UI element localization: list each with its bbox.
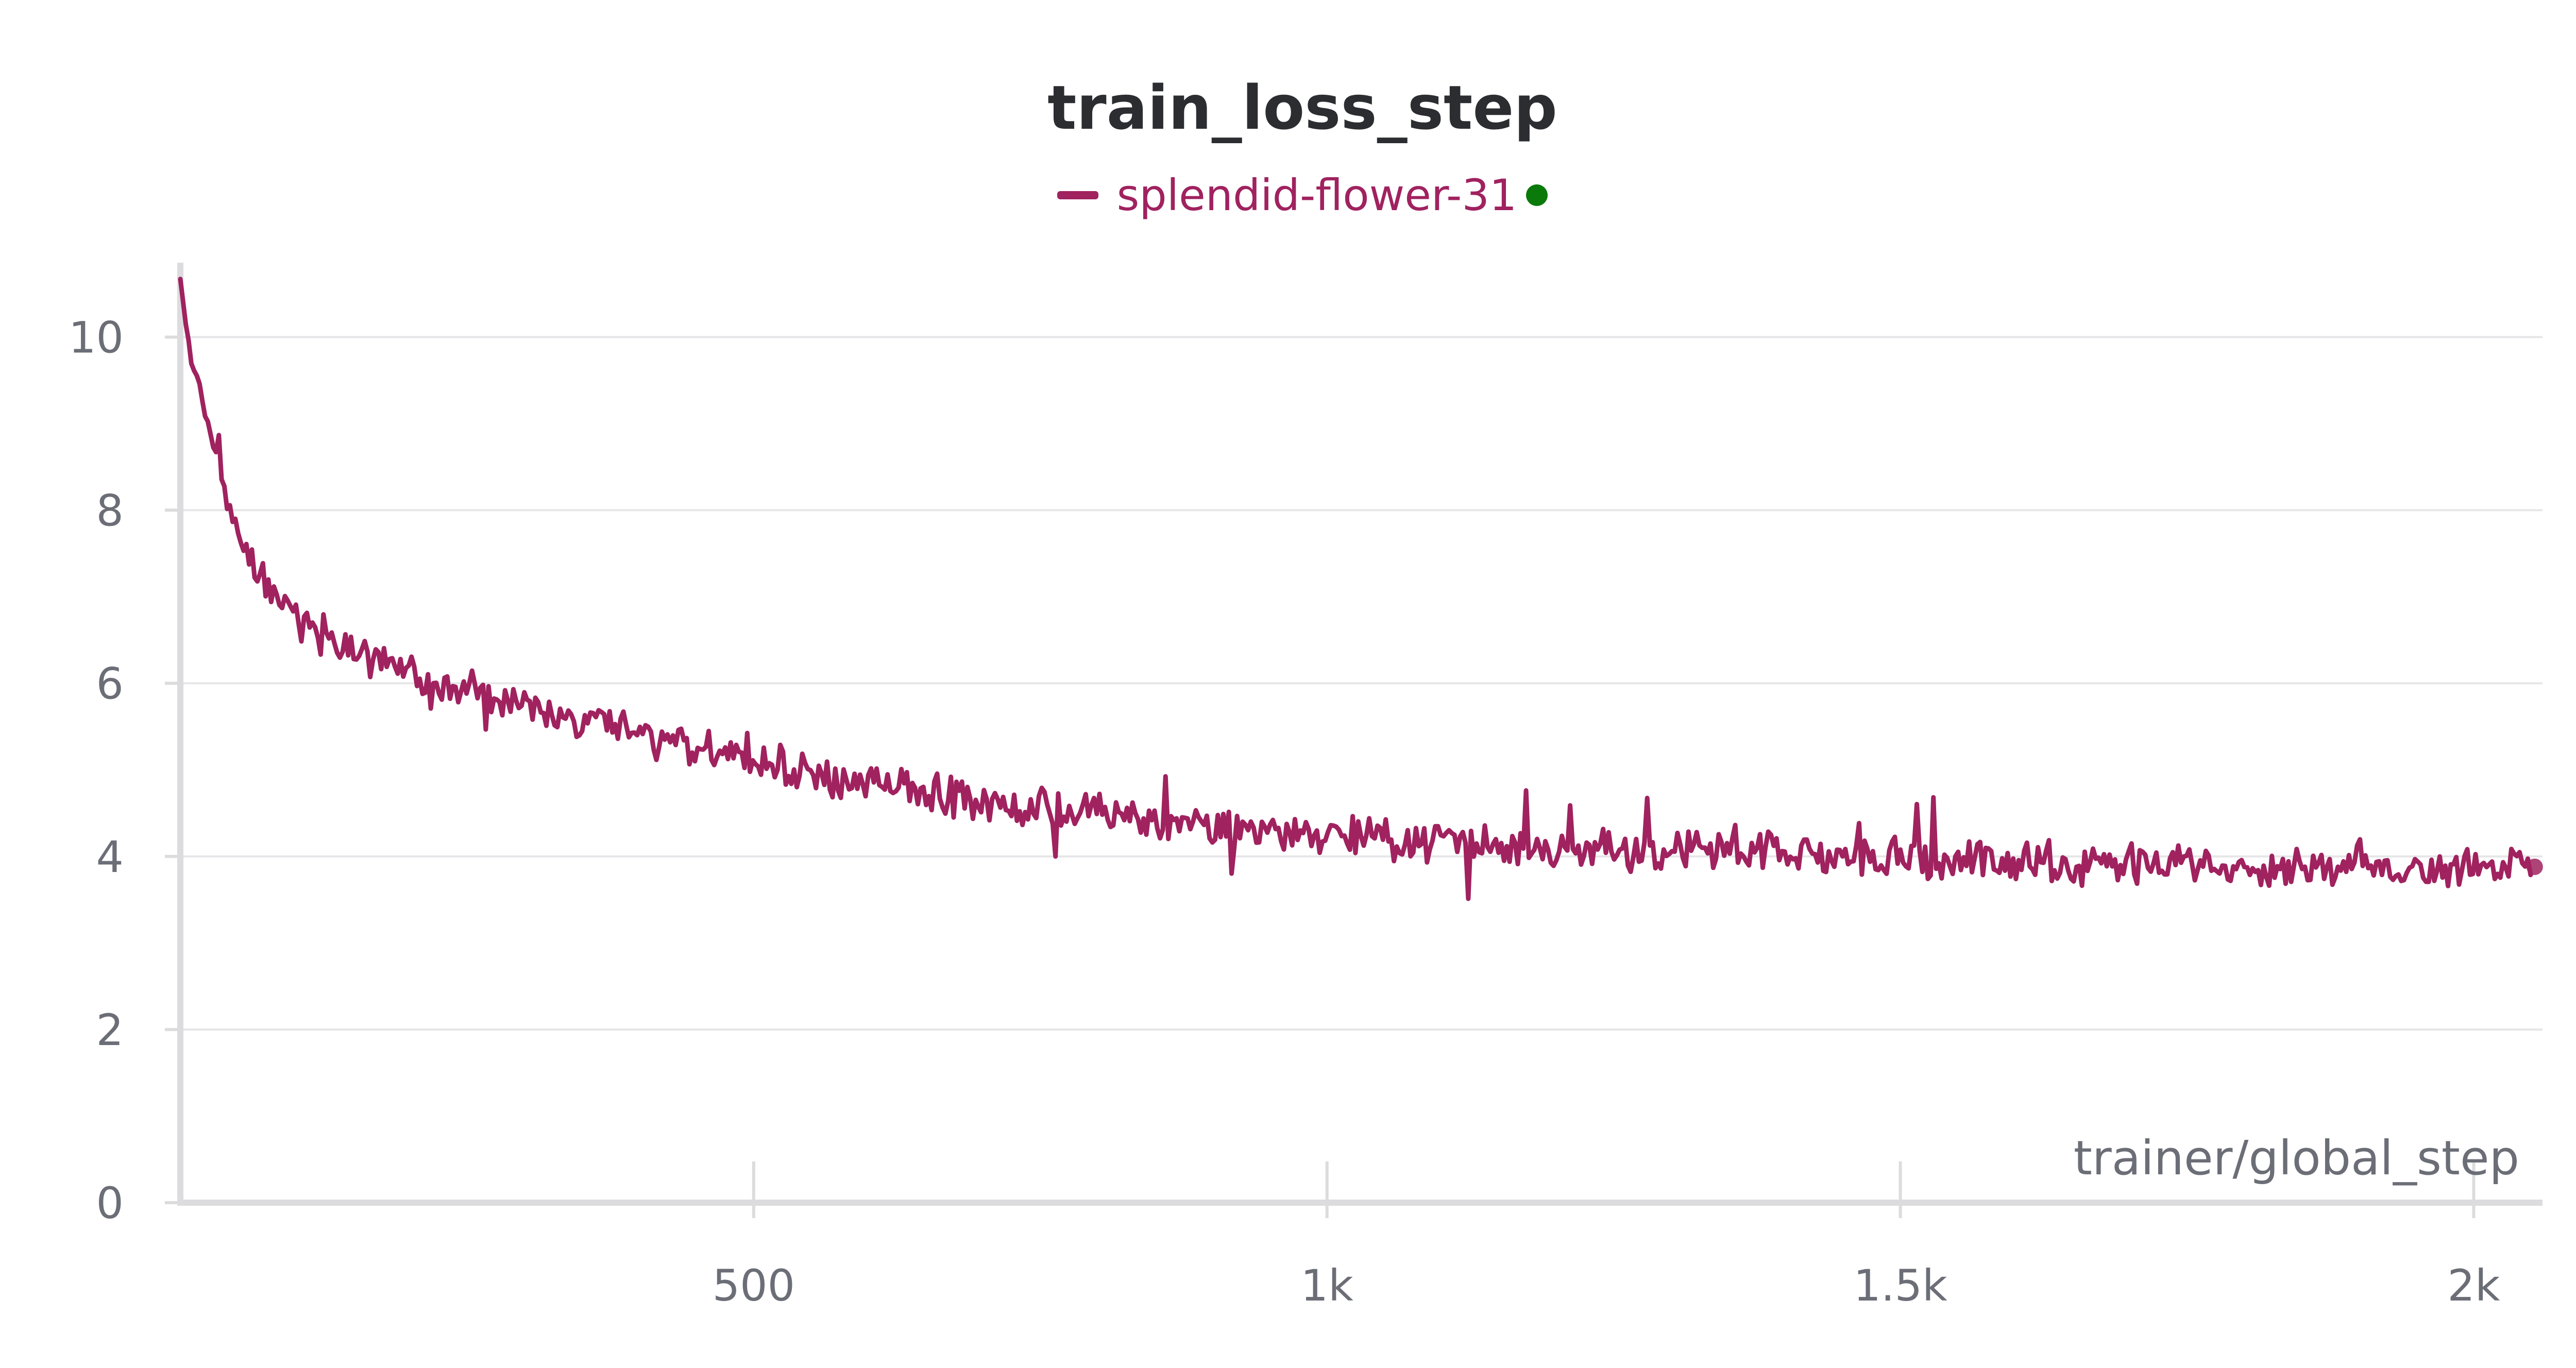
y-tick-label: 6 (96, 659, 124, 709)
chart-title: train_loss_step (1047, 72, 1557, 143)
axes (165, 263, 2543, 1218)
x-axis-title: trainer/global_step (2074, 1131, 2519, 1186)
series-end-point (2526, 858, 2543, 875)
grid-lines (180, 336, 2543, 1031)
y-tick-label: 10 (69, 312, 124, 363)
run-status-dot-icon (1526, 184, 1548, 206)
y-tick-label: 4 (96, 832, 124, 882)
y-tick-label: 8 (96, 486, 124, 536)
legend-label[interactable]: splendid-flower-31 (1116, 170, 1517, 220)
x-tick-label: 500 (713, 1260, 795, 1311)
series-layer (178, 277, 2543, 901)
y-tick-label: 2 (96, 1005, 124, 1055)
y-tick-label: 0 (96, 1178, 124, 1228)
x-tick-label: 1k (1301, 1260, 1353, 1311)
legend-swatch (1057, 191, 1098, 199)
tick-labels: 0 2 4 6 8 10 500 1k 1.5k 2k (69, 312, 2500, 1311)
series-line-splendid-flower-31 (178, 277, 2533, 901)
x-tick-label: 1.5k (1853, 1260, 1947, 1311)
x-tick-label: 2k (2447, 1260, 2500, 1311)
legend: splendid-flower-31 (0, 170, 2576, 220)
